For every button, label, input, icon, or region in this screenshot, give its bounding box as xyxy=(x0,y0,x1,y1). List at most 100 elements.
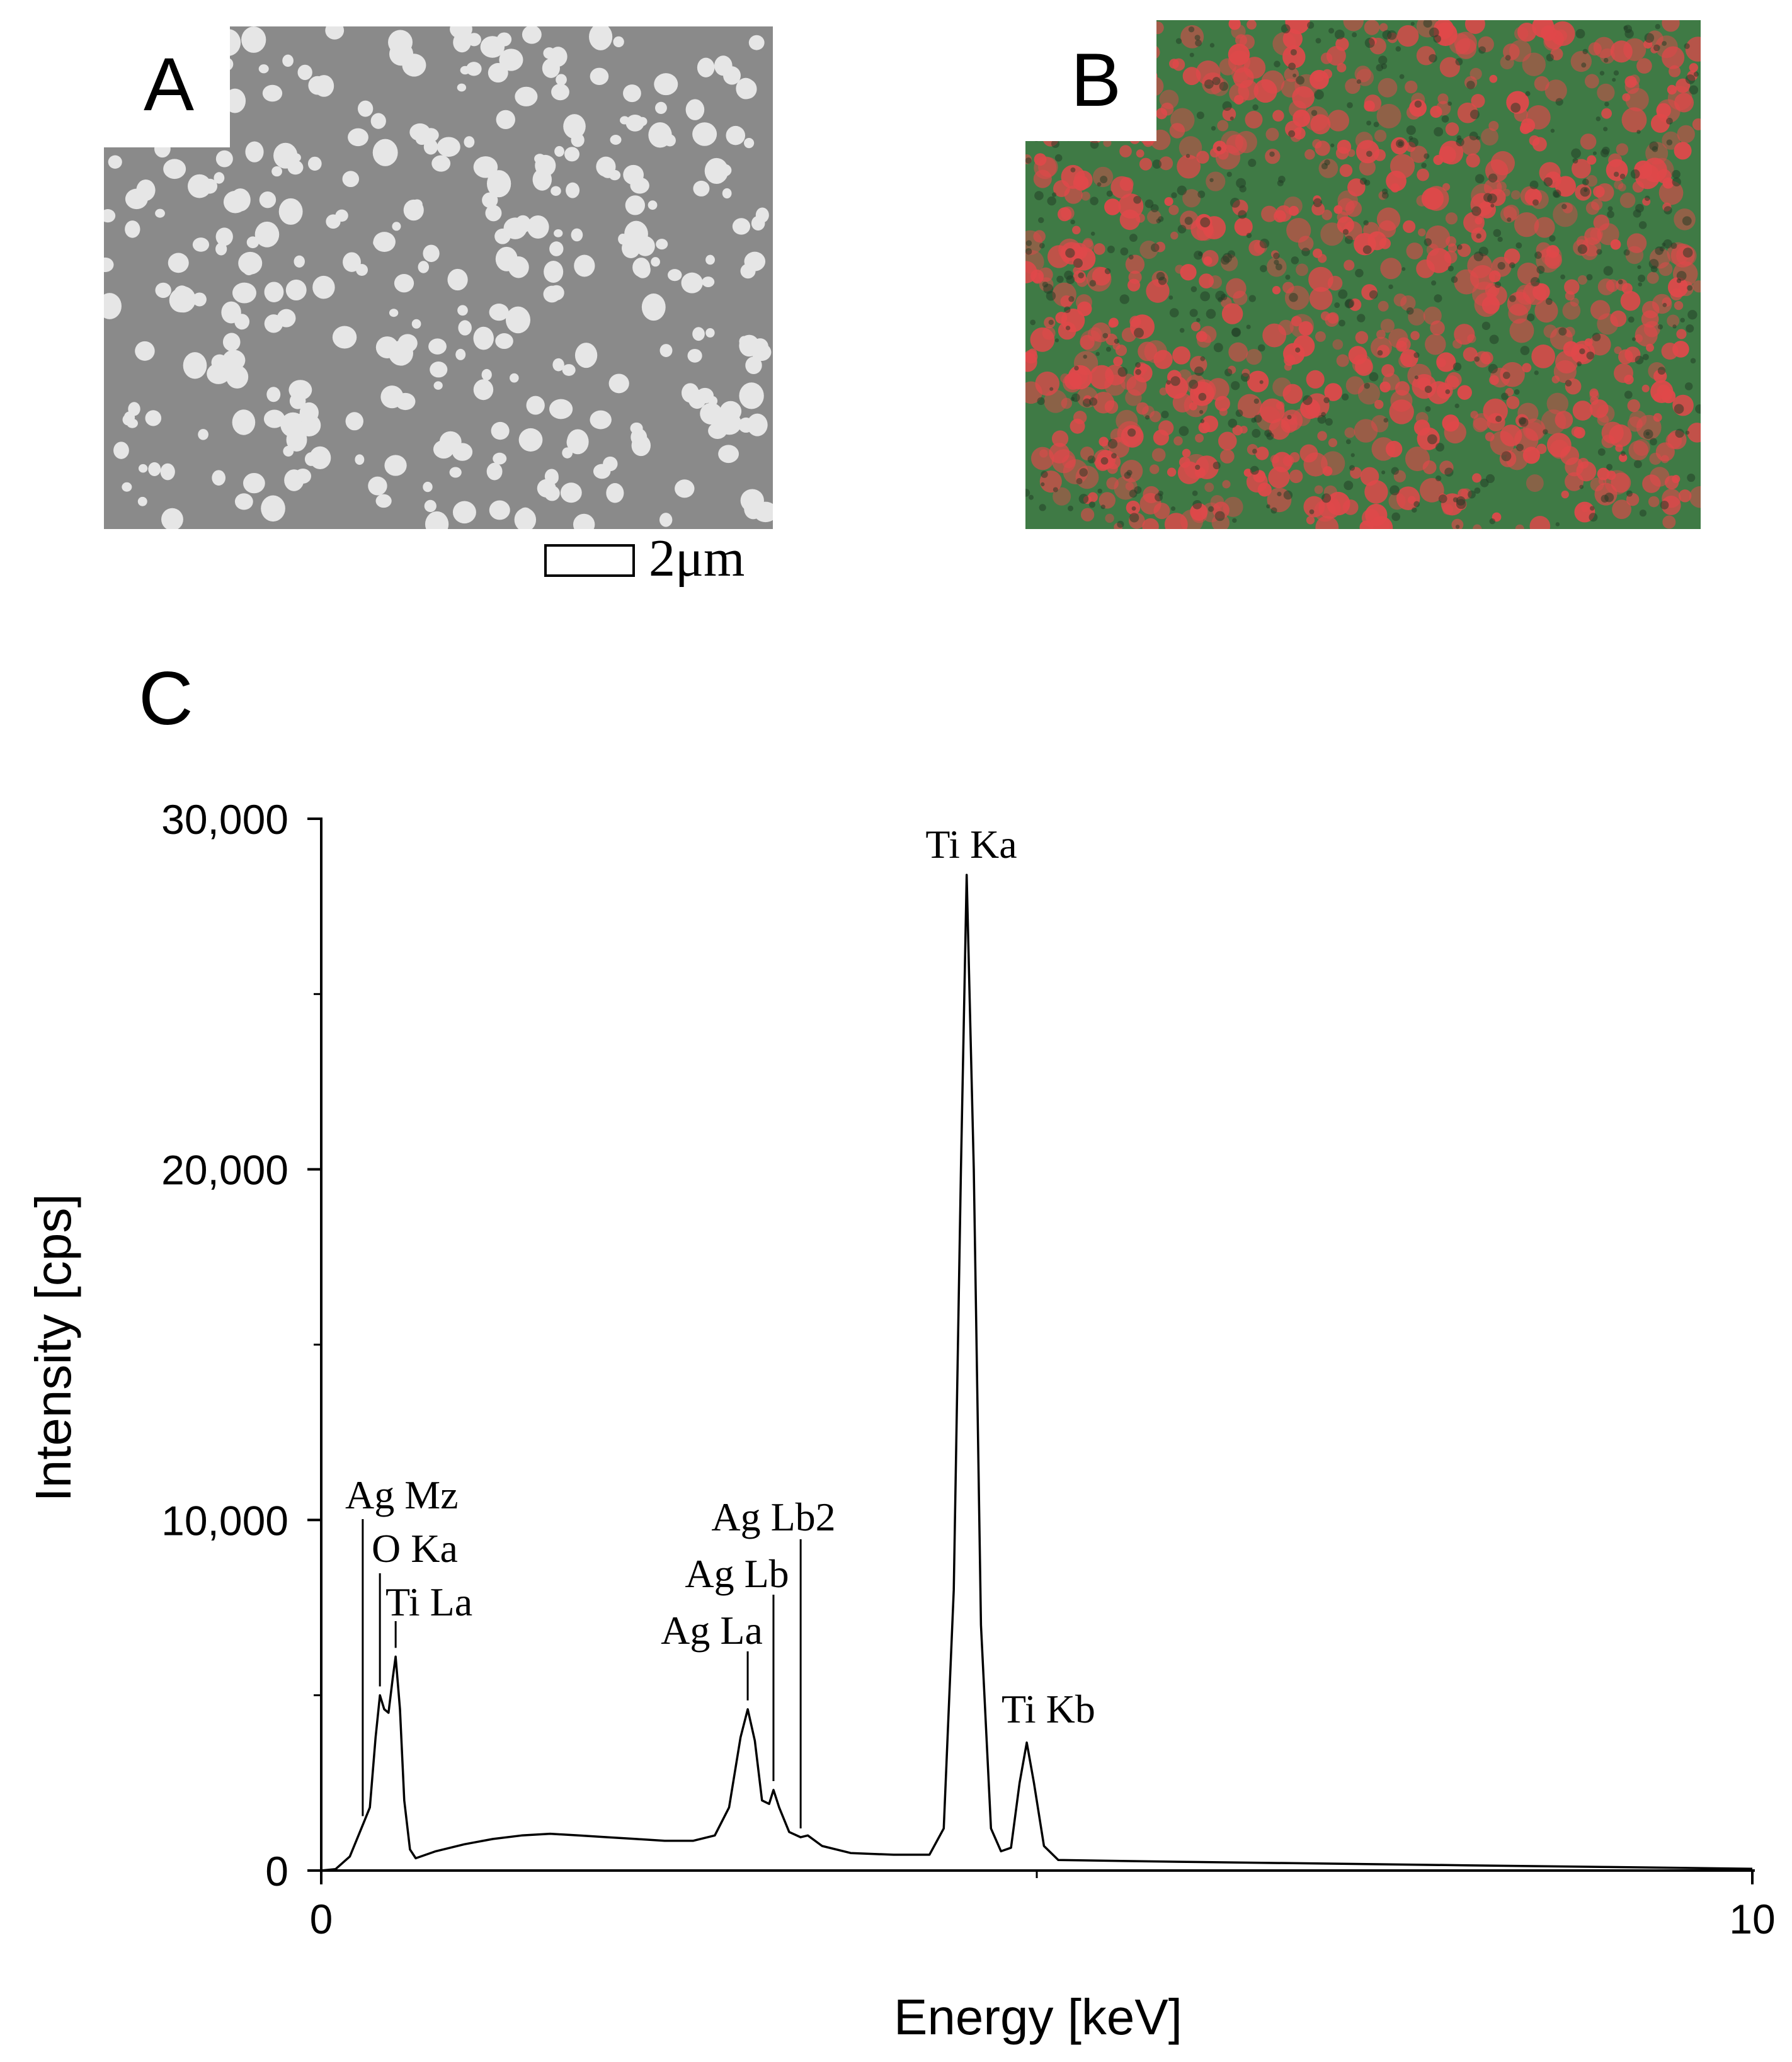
map-speckle xyxy=(1599,71,1605,76)
map-speckle xyxy=(1682,248,1693,258)
map-speckle xyxy=(1259,238,1270,249)
sem-particle xyxy=(566,182,580,198)
sem-particle xyxy=(551,83,569,101)
sem-particle xyxy=(496,32,512,47)
map-spot xyxy=(1618,183,1626,191)
map-speckle xyxy=(1687,310,1698,320)
map-spot xyxy=(1692,280,1701,293)
map-speckle xyxy=(1150,243,1160,252)
sem-particle xyxy=(214,172,225,184)
map-speckle xyxy=(1295,347,1301,353)
map-spot xyxy=(1272,110,1284,122)
map-spot xyxy=(1272,286,1281,295)
map-spot xyxy=(1153,430,1169,446)
map-speckle xyxy=(1189,309,1198,317)
sem-particle xyxy=(104,209,116,223)
map-speckle xyxy=(1421,162,1427,168)
map-spot xyxy=(1364,480,1388,504)
map-spot xyxy=(1136,149,1144,158)
map-speckle xyxy=(1501,392,1509,401)
sem-particle xyxy=(357,100,374,117)
map-spot xyxy=(1581,504,1589,513)
map-speckle xyxy=(1490,203,1495,208)
sem-particle xyxy=(518,428,543,452)
sem-particle xyxy=(654,73,678,96)
map-spot xyxy=(1055,312,1068,324)
map-speckle xyxy=(1054,338,1059,343)
map-speckle xyxy=(1550,128,1555,133)
map-speckle xyxy=(1644,195,1650,202)
map-speckle xyxy=(1454,403,1459,409)
map-speckle xyxy=(1133,195,1141,204)
sem-particle xyxy=(623,84,641,103)
map-spot xyxy=(1077,301,1092,316)
map-speckle xyxy=(1606,464,1613,470)
map-spot xyxy=(1509,318,1534,343)
map-speckle xyxy=(1516,443,1524,452)
sem-particle xyxy=(563,114,586,139)
map-spot xyxy=(1318,496,1341,519)
map-speckle xyxy=(1144,199,1154,208)
map-speckle xyxy=(1288,62,1296,71)
sem-particle xyxy=(589,26,613,50)
map-speckle xyxy=(1106,190,1113,197)
sem-particle xyxy=(125,220,140,238)
panel-c-label: C xyxy=(139,656,193,741)
map-speckle xyxy=(1100,504,1105,510)
map-speckle xyxy=(1586,274,1593,281)
map-spot xyxy=(1298,321,1313,336)
map-spot xyxy=(1463,347,1478,362)
sem-particle xyxy=(108,155,122,169)
map-speckle xyxy=(1226,171,1232,177)
map-spot xyxy=(1190,322,1201,331)
map-spot xyxy=(1336,354,1349,367)
map-spot xyxy=(1253,79,1277,103)
map-spot xyxy=(1119,145,1132,158)
sem-particle xyxy=(402,54,426,77)
map-speckle xyxy=(1502,372,1510,379)
map-spot xyxy=(1590,227,1604,241)
sem-particle xyxy=(705,328,715,338)
map-spot xyxy=(1058,207,1072,222)
map-spot xyxy=(1219,407,1228,416)
map-speckle xyxy=(1488,173,1498,183)
map-spot xyxy=(1590,198,1603,211)
sem-particle xyxy=(450,26,472,39)
map-speckle xyxy=(1675,428,1684,438)
map-spot xyxy=(1470,265,1495,290)
sem-particle xyxy=(288,380,312,401)
sem-particle xyxy=(718,445,739,464)
map-spot xyxy=(1627,399,1640,413)
map-speckle xyxy=(1100,457,1109,465)
sem-particle xyxy=(125,188,148,210)
map-spot xyxy=(1510,190,1521,200)
peak-label: Ti Ka xyxy=(925,822,1017,867)
sem-particle xyxy=(185,359,194,369)
map-speckle xyxy=(1364,382,1370,389)
map-speckle xyxy=(1129,489,1138,498)
map-speckle xyxy=(1302,395,1313,406)
sem-particle xyxy=(466,62,482,76)
map-spot xyxy=(1648,496,1660,508)
map-speckle xyxy=(1381,470,1386,475)
map-spot xyxy=(1376,207,1401,231)
map-speckle xyxy=(1468,490,1476,499)
sem-particle xyxy=(325,26,345,40)
map-speckle xyxy=(1451,276,1458,283)
sem-particle xyxy=(411,319,421,329)
sem-particle xyxy=(744,138,755,149)
map-spot xyxy=(1610,310,1627,327)
sem-particle xyxy=(161,508,183,529)
map-speckle xyxy=(1369,290,1378,299)
sem-particle xyxy=(457,305,468,316)
panel-b-label: B xyxy=(1071,38,1121,122)
sem-particle xyxy=(562,364,576,376)
map-speckle xyxy=(1364,38,1375,48)
map-speckle xyxy=(1657,367,1666,375)
sem-particle xyxy=(556,74,567,86)
map-spot xyxy=(1585,174,1598,187)
map-speckle xyxy=(1209,178,1214,183)
sem-particle xyxy=(145,410,162,426)
map-spot xyxy=(1597,83,1615,102)
map-spot xyxy=(1235,34,1247,47)
